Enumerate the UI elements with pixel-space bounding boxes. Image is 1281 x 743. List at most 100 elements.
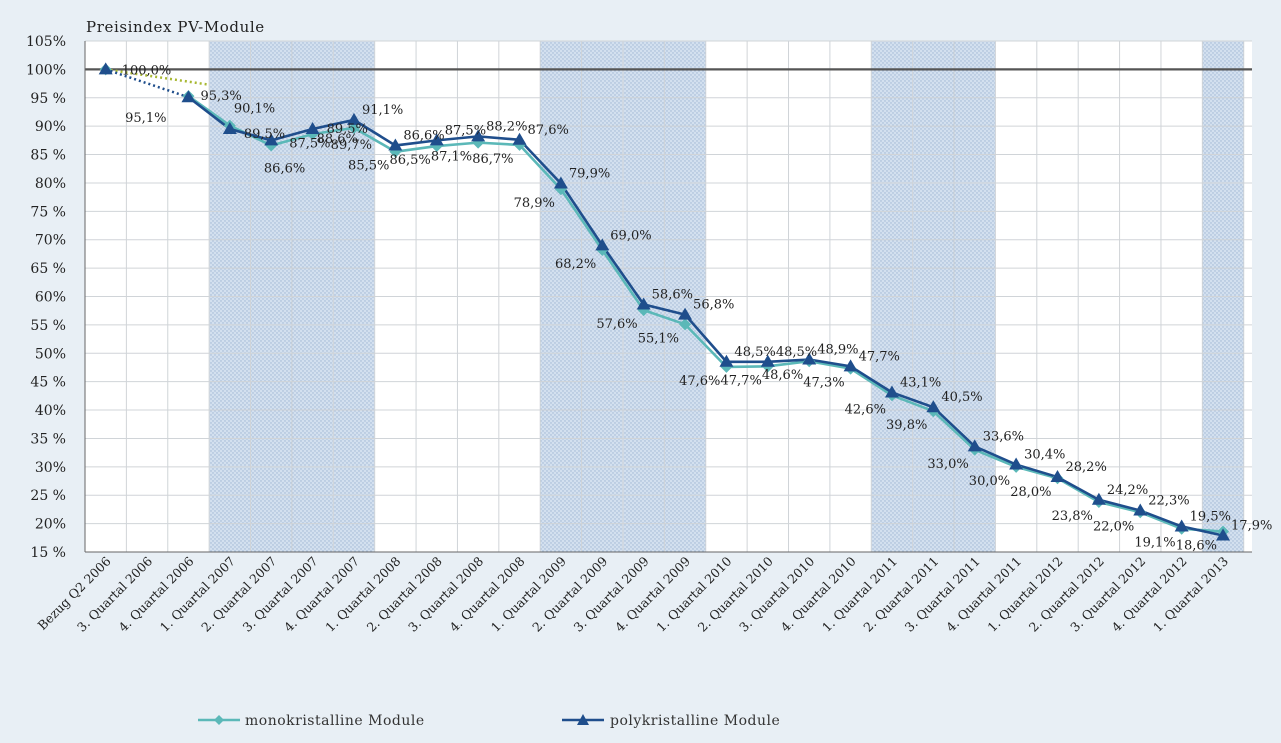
series-line-poly <box>187 96 1224 537</box>
x-tick-label: 3. Quartal 2009 <box>571 553 652 634</box>
y-tick-label: 30% <box>35 460 66 476</box>
legend-poly-marker <box>577 714 589 725</box>
x-tick-label: 1. Quartal 2012 <box>984 554 1065 635</box>
y-tick-label: 80% <box>35 176 66 192</box>
x-tick-label: 3. Quartal 2008 <box>405 553 486 634</box>
data-label-mono: 78,9% <box>514 196 555 211</box>
data-label-mono: 39,8% <box>886 418 927 433</box>
data-point-poly <box>346 112 361 125</box>
x-tick-label: 1. Quartal 2009 <box>488 553 569 634</box>
data-point-poly <box>678 307 693 320</box>
data-point-poly <box>222 122 237 135</box>
data-label-poly: 87,5% <box>445 123 486 138</box>
x-tick-label: 3. Quartal 2010 <box>736 553 817 634</box>
data-label-mono: 100,0% <box>122 63 172 78</box>
data-label-mono: 23,8% <box>1052 509 1093 524</box>
y-tick-label: 95 % <box>30 91 66 107</box>
data-point-poly <box>926 400 941 413</box>
y-tick-label: 105% <box>26 34 66 50</box>
x-tick-label: 4. Quartal 2008 <box>446 553 527 634</box>
data-label-poly: 79,9% <box>569 167 610 182</box>
data-point-poly <box>98 62 113 75</box>
data-point-poly <box>1091 492 1106 505</box>
data-label-mono: 47,6% <box>679 374 720 389</box>
x-tick-label: 1. Quartal 2010 <box>653 553 734 634</box>
data-label-mono: 30,0% <box>969 474 1010 489</box>
x-tick-label: 3. Quartal 2006 <box>74 553 155 634</box>
data-label-mono: 89,7% <box>331 138 372 153</box>
x-tick-label: 3. Quartal 2011 <box>902 554 983 635</box>
data-label-poly: 88,2% <box>486 119 527 134</box>
x-tick-label: 1. Quartal 2007 <box>157 553 238 634</box>
x-tick-label: 2. Quartal 2011 <box>860 554 941 635</box>
data-label-poly: 22,3% <box>1148 494 1189 509</box>
data-label-mono: 86,6% <box>264 161 305 176</box>
data-point-poly <box>512 132 527 145</box>
data-label-poly: 48,9% <box>817 343 858 358</box>
y-tick-label: 40% <box>35 403 66 419</box>
data-label-mono: 57,6% <box>596 317 637 332</box>
data-label-poly: 69,0% <box>610 228 651 243</box>
y-tick-label: 20% <box>35 517 66 533</box>
data-label-mono: 87,1% <box>431 150 472 165</box>
legend-mono-marker <box>214 715 224 725</box>
data-point-poly <box>636 297 651 310</box>
data-label-mono: 86,7% <box>472 152 513 167</box>
legend-poly-label: polykristalline Module <box>610 713 780 729</box>
x-tick-label: 2. Quartal 2010 <box>695 553 776 634</box>
data-label-mono: 19,1% <box>1134 536 1175 551</box>
data-point-poly <box>429 133 444 146</box>
data-label-mono: 95,3% <box>200 89 241 104</box>
data-point-poly <box>553 176 568 189</box>
data-point-poly <box>1050 470 1065 483</box>
data-label-poly: 17,9% <box>1231 519 1272 534</box>
data-label-poly: 87,6% <box>528 123 569 138</box>
data-point-poly <box>471 129 486 142</box>
data-label-poly: 47,7% <box>859 349 900 364</box>
x-tick-label: 2. Quartal 2007 <box>198 553 279 634</box>
data-label-mono: 33,0% <box>927 457 968 472</box>
data-label-mono: 28,0% <box>1010 485 1051 500</box>
data-label-poly: 48,5% <box>776 345 817 360</box>
y-tick-label: 50% <box>35 346 66 362</box>
data-point-poly <box>305 122 320 135</box>
data-point-mono <box>679 318 692 331</box>
x-tick-label: 4. Quartal 2011 <box>943 554 1024 635</box>
x-tick-label: 4. Quartal 2009 <box>612 553 693 634</box>
data-label-poly: 43,1% <box>900 375 941 390</box>
data-label-mono: 90,1% <box>234 102 275 117</box>
chart-title: Preisindex PV-Module <box>86 18 265 36</box>
y-tick-label: 35 % <box>30 431 66 447</box>
y-tick-label: 70% <box>35 233 66 249</box>
data-point-poly <box>595 238 610 251</box>
data-point-poly <box>719 354 734 367</box>
data-label-mono: 42,6% <box>845 402 886 417</box>
data-point-poly <box>1133 503 1148 516</box>
data-label-poly: 24,2% <box>1107 483 1148 498</box>
data-label-mono: 48,6% <box>762 368 803 383</box>
data-label-mono: 68,2% <box>555 257 596 272</box>
data-point-poly <box>388 138 403 151</box>
x-tick-label: 1. Quartal 2008 <box>322 553 403 634</box>
x-tick-label: 4. Quartal 2007 <box>281 553 362 634</box>
y-tick-label: 15 % <box>30 545 66 561</box>
x-tick-label: 4. Quartal 2012 <box>1109 554 1190 635</box>
data-point-poly <box>843 359 858 372</box>
data-label-mono: 22,0% <box>1093 519 1134 534</box>
data-point-poly <box>1216 528 1231 541</box>
x-tick-label: Bezug Q2 2006 <box>34 553 113 632</box>
data-label-mono: 88,6% <box>317 132 358 147</box>
x-tick-label: 4. Quartal 2010 <box>777 553 858 634</box>
data-label-poly: 95,1% <box>125 111 166 126</box>
y-tick-label: 85 % <box>30 148 66 164</box>
data-label-poly: 86,6% <box>403 128 444 143</box>
data-point-poly <box>264 133 279 146</box>
data-label-mono: 18,6% <box>1176 539 1217 554</box>
data-point-poly <box>1174 519 1189 532</box>
x-tick-label: 4. Quartal 2006 <box>115 553 196 634</box>
data-label-poly: 48,5% <box>734 345 775 360</box>
data-label-poly: 30,4% <box>1024 448 1065 463</box>
y-tick-label: 25 % <box>30 488 66 504</box>
